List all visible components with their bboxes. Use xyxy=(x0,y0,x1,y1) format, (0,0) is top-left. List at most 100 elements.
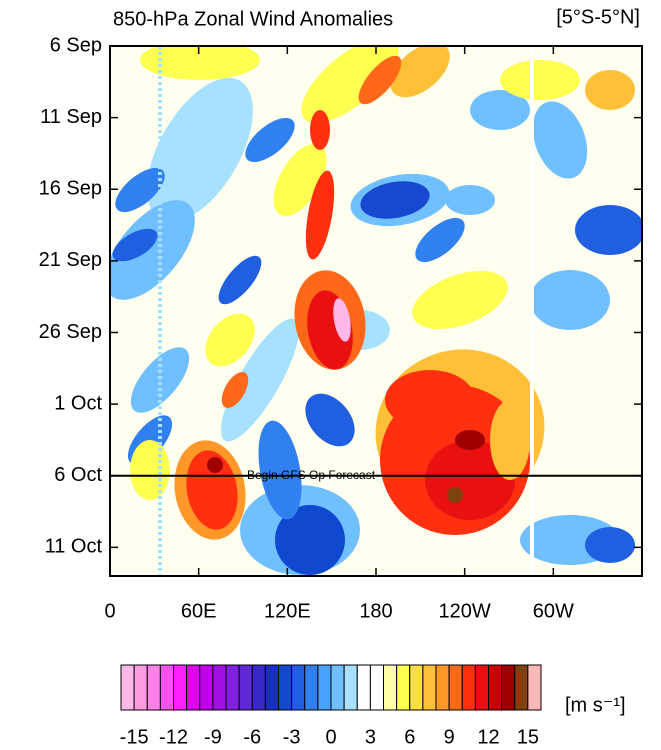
anomaly-region xyxy=(186,450,238,530)
anomaly-region xyxy=(130,440,170,500)
colorbar-label: -9 xyxy=(204,726,222,748)
colorbar-box xyxy=(396,664,411,711)
anomaly-region xyxy=(470,90,530,130)
colorbar-units: [m s⁻¹] xyxy=(565,694,626,716)
colorbar-box xyxy=(343,664,358,711)
anomaly-region xyxy=(455,430,485,450)
colorbar-box xyxy=(120,664,135,711)
colorbar-box xyxy=(278,664,293,711)
colorbar-box xyxy=(409,664,424,711)
colorbar-box xyxy=(474,664,489,711)
colorbar-box xyxy=(356,664,371,711)
colorbar-box xyxy=(383,664,398,711)
y-tick-label: 11 Oct xyxy=(45,536,103,558)
colorbar-box xyxy=(369,664,384,711)
anomaly-region xyxy=(390,46,450,98)
anomaly-region xyxy=(310,110,330,150)
colorbar-box xyxy=(291,664,306,711)
chart-title: 850-hPa Zonal Wind Anomalies xyxy=(113,8,393,30)
anomaly-region xyxy=(333,298,351,342)
anomaly-region xyxy=(218,255,262,305)
colorbar-box xyxy=(225,664,240,711)
anomaly-region xyxy=(358,55,402,105)
y-tick-label: 26 Sep xyxy=(39,321,102,343)
anomaly-region xyxy=(530,270,610,330)
anomaly-region xyxy=(140,46,260,80)
colorbar-box xyxy=(527,664,542,711)
colorbar-box xyxy=(317,664,332,711)
anomaly-region xyxy=(221,371,249,409)
anomaly-region xyxy=(112,228,158,262)
anomaly-region xyxy=(305,170,335,260)
colorbar-label: 12 xyxy=(477,726,499,748)
anomaly-region xyxy=(532,101,588,179)
region-label: [5°S-5°N] xyxy=(556,6,640,28)
x-tick-label: 120W xyxy=(439,600,491,622)
anomaly-region xyxy=(445,185,495,215)
colorbar-label: 9 xyxy=(444,726,455,748)
colorbar-label: 15 xyxy=(517,726,539,748)
anomaly-region xyxy=(585,527,635,563)
anomaly-region xyxy=(490,400,530,480)
colorbar-box xyxy=(238,664,253,711)
colorbar-box xyxy=(173,664,188,711)
x-tick-label: 180 xyxy=(359,600,392,622)
colorbar-box xyxy=(330,664,345,711)
y-tick-label: 16 Sep xyxy=(39,178,102,200)
x-tick-label: 60W xyxy=(533,600,574,622)
y-tick-label: 1 Oct xyxy=(54,392,102,414)
colorbar-box xyxy=(264,664,279,711)
anomaly-region xyxy=(115,167,165,213)
anomaly-region xyxy=(207,457,223,473)
anomaly-region xyxy=(301,46,399,124)
anomaly-region xyxy=(275,505,345,575)
y-tick-label: 6 Sep xyxy=(50,34,102,56)
anomaly-region xyxy=(385,370,475,430)
anomaly-region xyxy=(500,60,580,100)
anomaly-region xyxy=(258,420,302,520)
anomaly-region xyxy=(205,313,255,367)
anomaly-region xyxy=(110,200,195,300)
colorbar-label: -6 xyxy=(243,726,261,748)
colorbar-label: 3 xyxy=(365,726,376,748)
anomaly-region xyxy=(220,318,300,442)
colorbar-label: -3 xyxy=(283,726,301,748)
anomaly-region xyxy=(415,217,465,263)
colorbar-box xyxy=(422,664,437,711)
colorbar-label: -12 xyxy=(159,726,188,748)
colorbar-box xyxy=(304,664,319,711)
anomaly-region xyxy=(147,77,253,223)
anomaly-region xyxy=(245,117,295,163)
anomaly-region xyxy=(447,487,463,503)
colorbar-label: -15 xyxy=(120,726,149,748)
anomaly-region xyxy=(273,143,327,217)
colorbar-box xyxy=(133,664,148,711)
y-tick-label: 21 Sep xyxy=(39,249,102,271)
colorbar-box xyxy=(186,664,201,711)
x-tick-label: 0 xyxy=(104,600,115,622)
colorbar-box xyxy=(251,664,266,711)
colorbar-box xyxy=(199,664,214,711)
y-tick-label: 11 Sep xyxy=(40,106,102,128)
x-tick-label: 120E xyxy=(264,600,311,622)
colorbar-box xyxy=(212,664,227,711)
anomaly-region xyxy=(585,70,635,110)
anomaly-region xyxy=(305,393,355,447)
anomaly-region xyxy=(412,270,508,330)
colorbar-box xyxy=(488,664,503,711)
x-tick-label: 60E xyxy=(181,600,217,622)
anomaly-region xyxy=(130,347,190,413)
wind-field xyxy=(110,46,642,576)
colorbar-box xyxy=(159,664,174,711)
colorbar-box xyxy=(501,664,516,711)
colorbar-label: 0 xyxy=(325,726,336,748)
forecast-label: Begin GFS Op Forecast xyxy=(247,468,376,482)
anomaly-region xyxy=(360,181,430,219)
y-tick-label: 6 Oct xyxy=(54,464,102,486)
colorbar-box xyxy=(448,664,463,711)
anomaly-region xyxy=(575,205,642,255)
anomaly-region xyxy=(425,440,515,520)
colorbar-label: 6 xyxy=(404,726,415,748)
